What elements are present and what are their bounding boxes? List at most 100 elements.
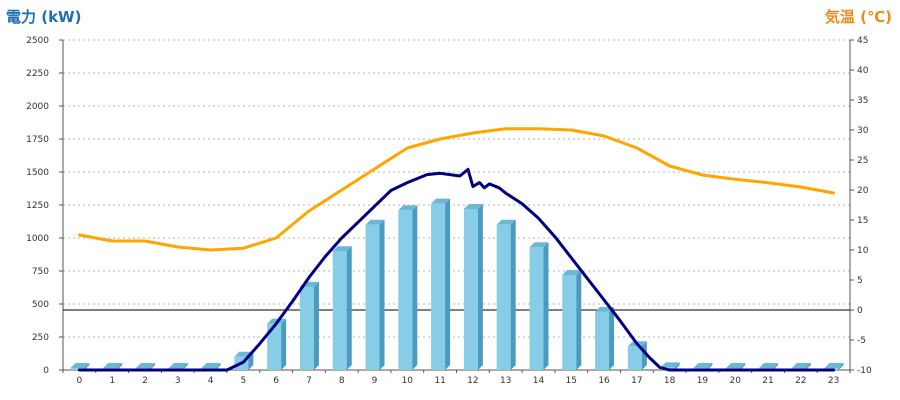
bar-side — [773, 363, 779, 370]
bar-side — [609, 306, 615, 370]
bar-side — [149, 363, 155, 370]
bar-top — [660, 362, 680, 368]
x-tick-label: 20 — [730, 376, 742, 386]
x-tick-label: 22 — [795, 376, 806, 386]
bar-top — [562, 269, 582, 275]
bar-top — [365, 219, 385, 225]
x-tick-label: 6 — [273, 376, 279, 386]
y-left-tick-label: 2000 — [26, 102, 49, 112]
x-tick-label: 13 — [500, 376, 511, 386]
bar — [398, 210, 413, 370]
x-tick-label: 11 — [434, 376, 445, 386]
bar-top — [759, 363, 779, 369]
bar-top — [726, 363, 746, 369]
bar-side — [674, 362, 680, 370]
bar — [529, 247, 544, 370]
bar-side — [707, 363, 713, 370]
bar — [299, 286, 314, 370]
bar-side — [543, 242, 549, 370]
x-tick-label: 21 — [762, 376, 773, 386]
x-tick-label: 10 — [402, 376, 414, 386]
x-tick-label: 9 — [372, 376, 378, 386]
bar — [595, 311, 610, 370]
bar-side — [281, 318, 287, 370]
y-left-tick-label: 1750 — [26, 135, 49, 145]
y-right-tick-label: 10 — [857, 246, 869, 256]
x-tick-label: 3 — [175, 376, 181, 386]
bar-top — [103, 363, 123, 369]
bar-top — [332, 246, 352, 252]
y-right-tick-label: -5 — [857, 336, 866, 346]
bar-side — [576, 269, 582, 370]
power-line — [77, 167, 836, 372]
bar-top — [201, 363, 221, 369]
bar-top — [791, 363, 811, 369]
bar-side — [215, 363, 221, 370]
y-left-tick-label: 2500 — [26, 36, 49, 46]
x-tick-label: 5 — [240, 376, 246, 386]
bar-top — [135, 363, 155, 369]
y-left-tick-label: 750 — [32, 267, 49, 277]
y-left-tick-label: 0 — [43, 366, 49, 376]
bar-side — [805, 363, 811, 370]
y-right-tick-label: 0 — [857, 306, 863, 316]
x-tick-label: 19 — [697, 376, 709, 386]
bar — [70, 368, 85, 370]
bar-top — [70, 363, 90, 369]
bar-side — [838, 363, 844, 370]
bar-side — [740, 363, 746, 370]
y-right-tick-label: 5 — [857, 276, 863, 286]
y-right-tick-label: 30 — [857, 126, 869, 136]
y-left-tick-label: 1250 — [26, 201, 49, 211]
bar — [627, 346, 642, 370]
y-right-tick-label: 15 — [857, 216, 868, 226]
x-tick-label: 12 — [467, 376, 478, 386]
bar-top — [431, 198, 451, 204]
x-tick-label: 8 — [339, 376, 345, 386]
bar-top — [529, 242, 549, 248]
bar — [496, 224, 511, 370]
y-right-tick-label: 45 — [857, 36, 868, 46]
bar-top — [824, 363, 844, 369]
y-left-tick-label: 500 — [32, 300, 49, 310]
bar-side — [346, 246, 352, 370]
y-right-tick-label: 20 — [857, 186, 869, 196]
y-axis-left-title: 電力 (kW) — [6, 8, 82, 26]
bar-side — [445, 198, 451, 370]
bar-top — [496, 219, 516, 225]
x-tick-label: 0 — [77, 376, 83, 386]
bar — [562, 274, 577, 370]
x-tick-label: 14 — [533, 376, 545, 386]
y-right-tick-label: 35 — [857, 96, 868, 106]
bar — [332, 251, 347, 370]
y-right-tick-label: 25 — [857, 156, 868, 166]
bar-side — [412, 205, 418, 370]
y-left-tick-label: 2250 — [26, 69, 49, 79]
y-right-tick-label: 40 — [857, 66, 869, 76]
y-left-tick-label: 1500 — [26, 168, 49, 178]
bar-side — [510, 219, 516, 370]
bar-side — [477, 203, 483, 370]
y-left-tick-label: 250 — [32, 333, 49, 343]
y-left-tick-label: 1000 — [26, 234, 49, 244]
x-tick-label: 2 — [142, 376, 148, 386]
x-tick-label: 23 — [828, 376, 839, 386]
bar — [463, 208, 478, 370]
x-tick-label: 1 — [109, 376, 115, 386]
x-tick-label: 4 — [208, 376, 214, 386]
x-tick-label: 18 — [664, 376, 676, 386]
y-axis-right-title: 気温 (℃) — [824, 8, 892, 26]
bar — [365, 224, 380, 370]
bar-top — [463, 203, 483, 209]
x-tick-label: 15 — [566, 376, 577, 386]
bar-side — [313, 281, 319, 370]
temperature-line — [77, 127, 836, 252]
bar — [267, 323, 282, 370]
x-tick-label: 7 — [306, 376, 312, 386]
bar-top — [168, 363, 188, 369]
bar-side — [117, 363, 123, 370]
x-tick-label: 17 — [631, 376, 642, 386]
bar-side — [379, 219, 385, 370]
